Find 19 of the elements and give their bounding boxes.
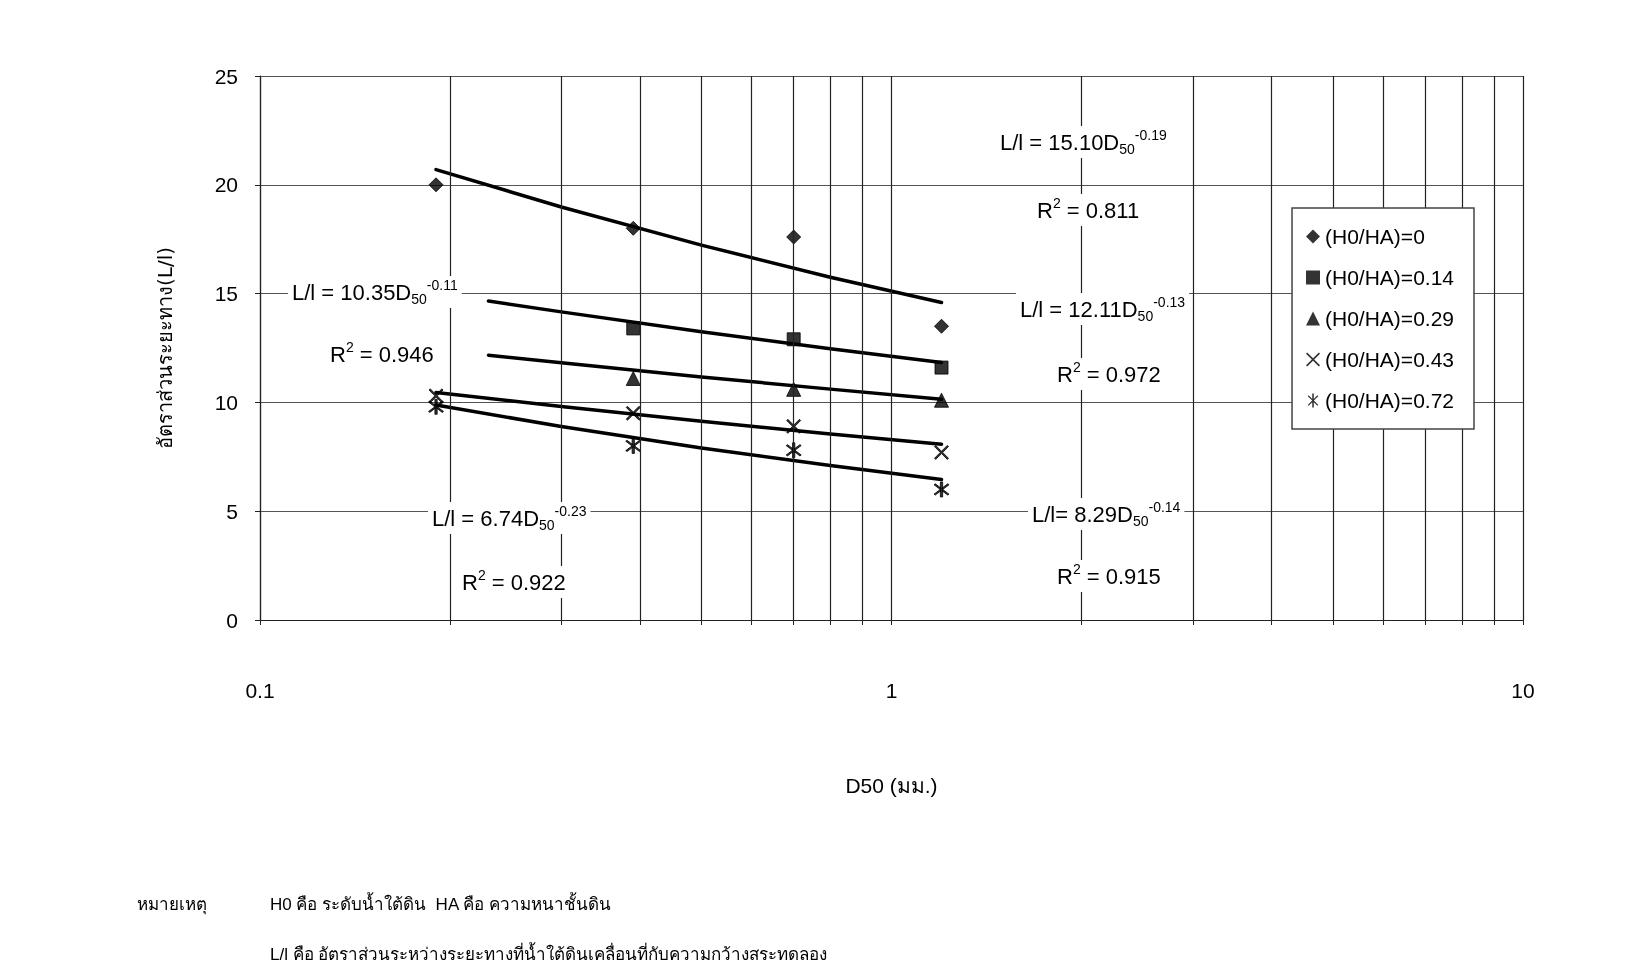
- legend-label: (H0/HA)=0.29: [1325, 307, 1455, 330]
- x-tick-label: 0.1: [245, 679, 275, 702]
- y-tick-label: 10: [214, 390, 238, 414]
- legend-label: (H0/HA)=0.14: [1325, 266, 1455, 289]
- x-tick-label: 1: [885, 679, 898, 702]
- text: H0 คือ ระดับน้ำใต้ดิน HA คือ ความหนาชั้นดิน: [270, 892, 611, 914]
- legend-label: (H0/HA)=0.43: [1325, 348, 1455, 371]
- y-tick-label: 25: [214, 64, 238, 88]
- y-tick-label: 0: [226, 608, 238, 632]
- y-tick-label: 15: [214, 282, 238, 306]
- y-tick-label: 5: [226, 499, 238, 523]
- legend-label: (H0/HA)=0: [1325, 225, 1425, 248]
- text: หมายเหตุ: [137, 895, 207, 915]
- text: L/l คือ อัตราส่วนระหว่างระยะทางที่น้ำใต้ดินเคลื่อนที่กับความกว้างสระทดลอง: [270, 942, 828, 964]
- y-axis-title: อัตราส่วนระยะทาง(L/l): [153, 246, 177, 450]
- x-tick-label: 10: [1511, 679, 1535, 702]
- x-axis-title: D50 (มม.): [845, 774, 938, 797]
- legend-label: (H0/HA)=0.72: [1325, 389, 1455, 412]
- y-tick-label: 20: [214, 173, 238, 197]
